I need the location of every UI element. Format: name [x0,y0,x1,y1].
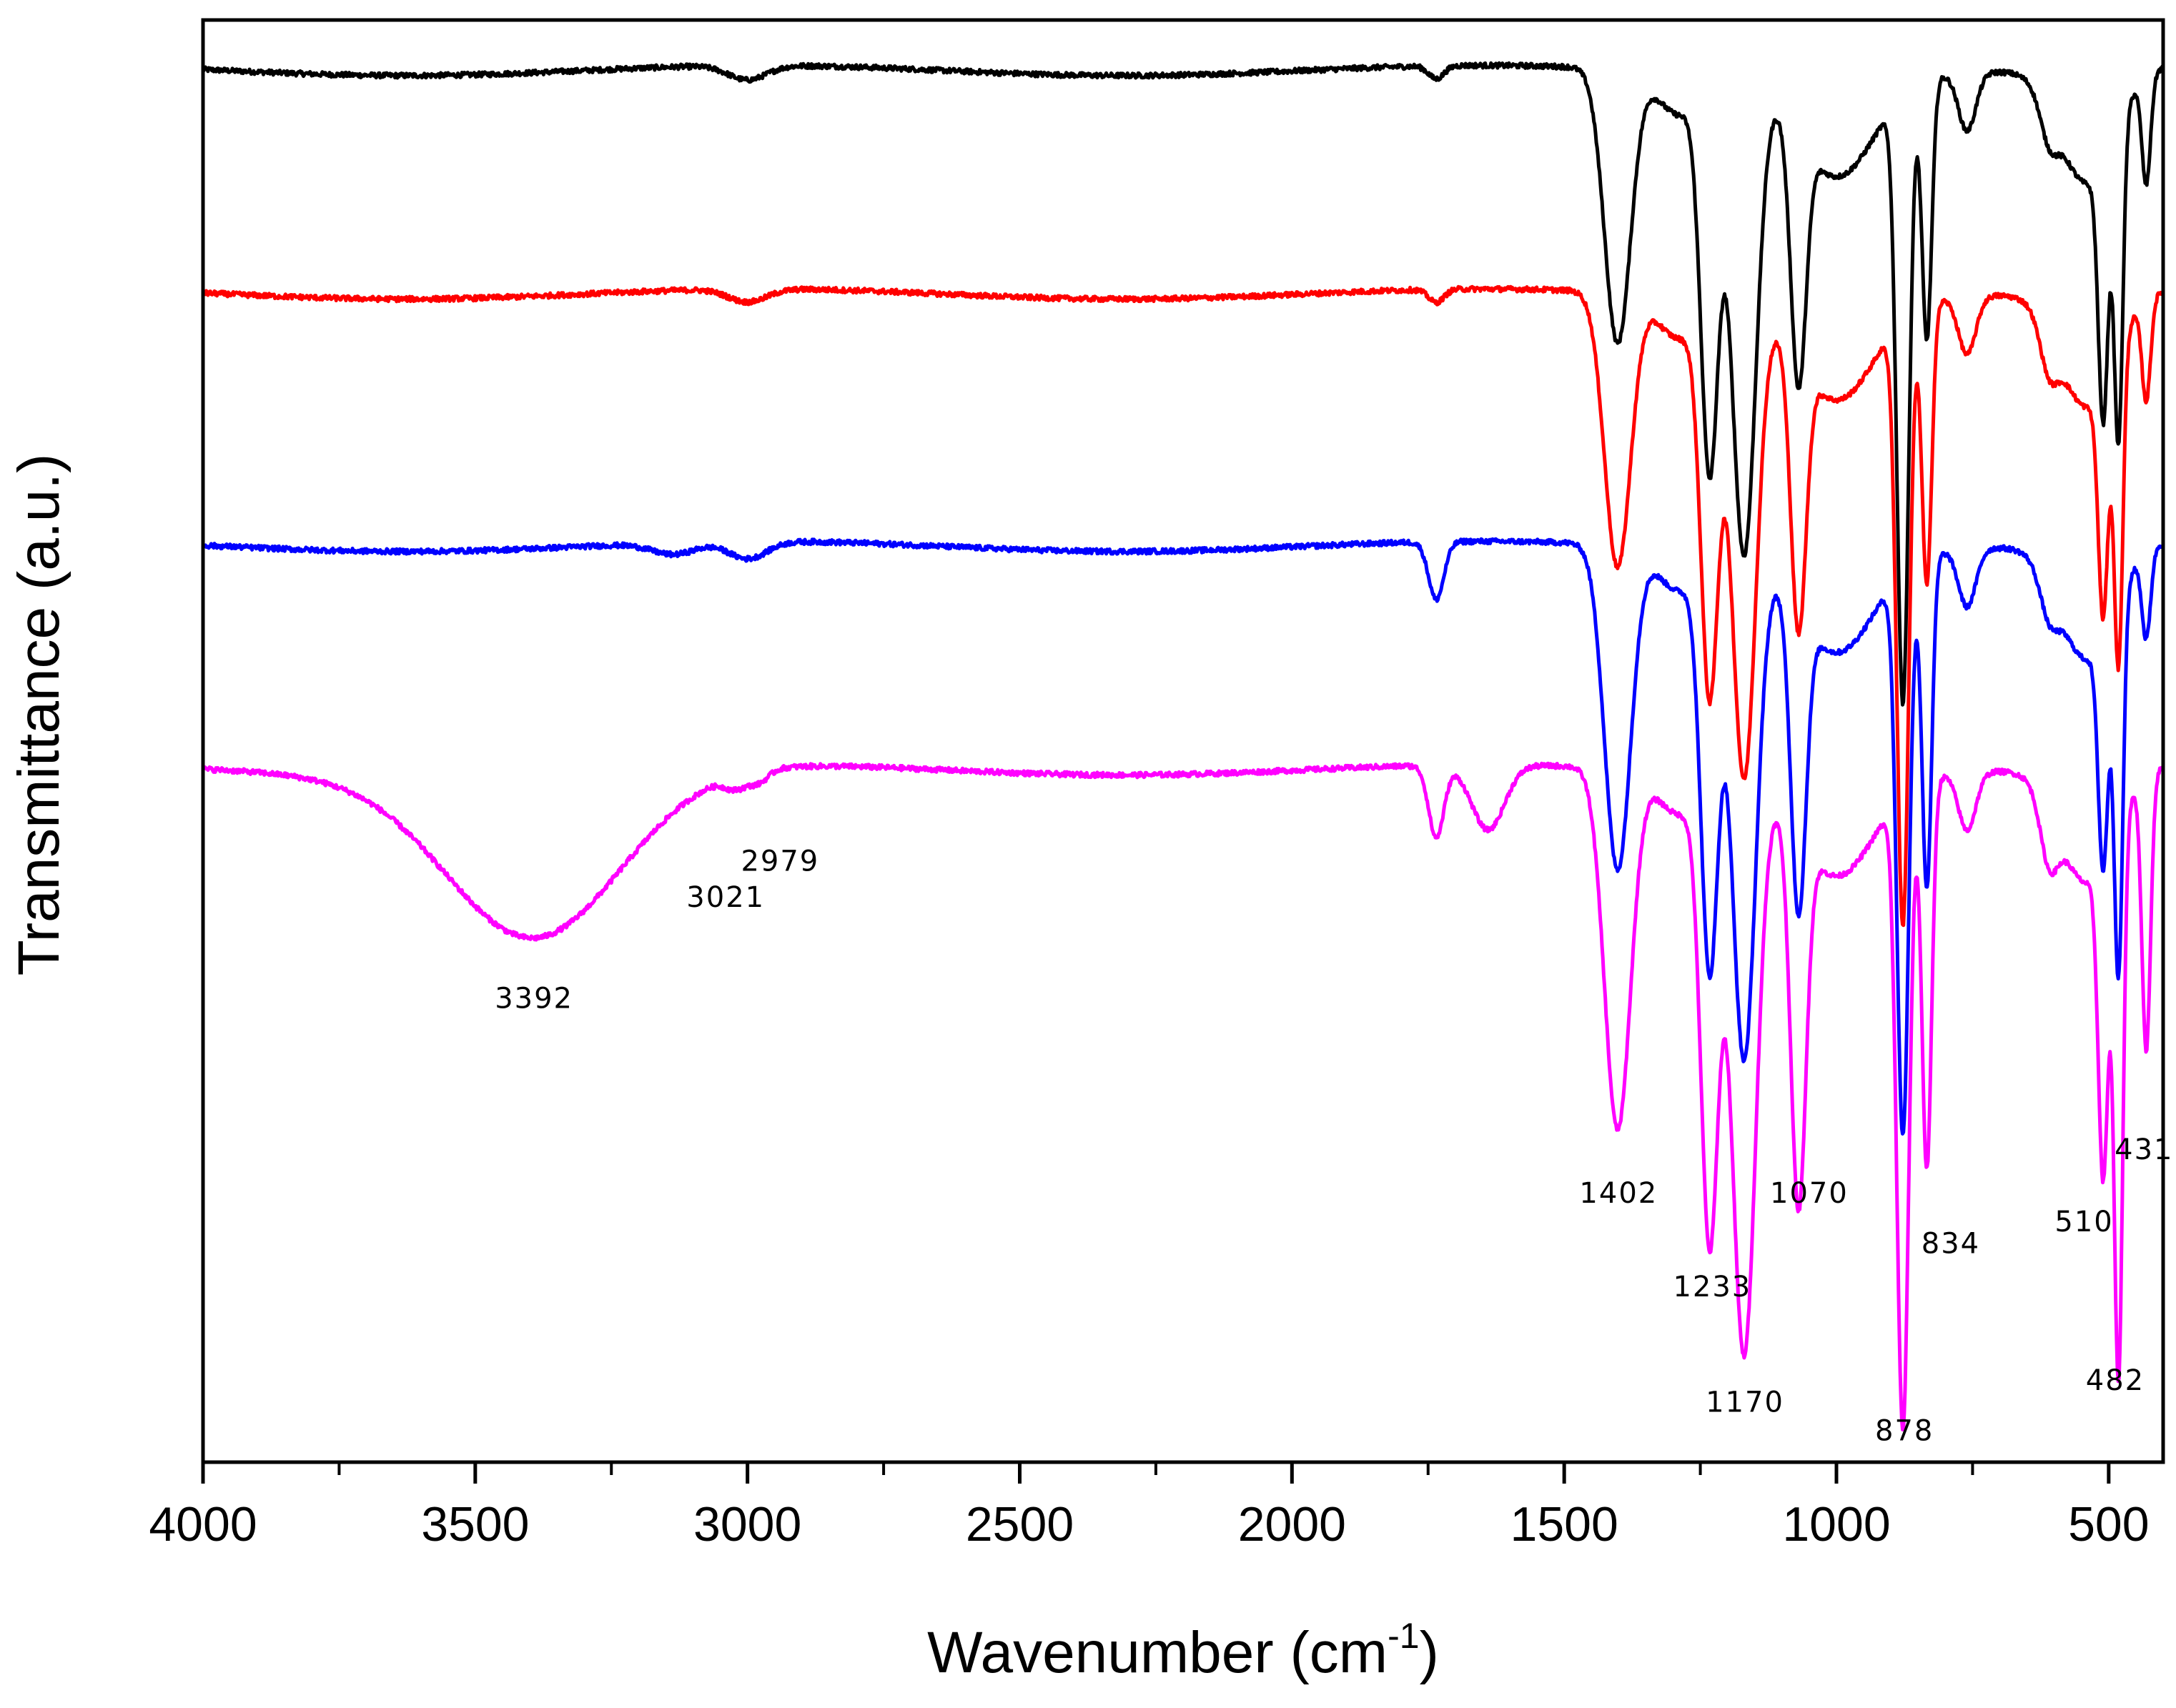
x-axis: 4000 3500 3000 2500 2000 1500 1000 500 [149,1462,2150,1551]
x-axis-title-superscript: -1 [1388,1616,1419,1656]
peak-label-1233: 1233 [1673,1271,1751,1304]
peak-label-2979: 2979 [741,845,819,878]
series-line-magenta [201,761,2165,1431]
x-axis-title-main: Wavenumber (cm [927,1620,1388,1685]
series-layer [201,61,2165,1431]
series-line-red [202,284,2165,928]
series-line-black [201,61,2165,707]
peak-label-1170: 1170 [1706,1386,1784,1419]
x-tick-label: 1500 [1510,1497,1618,1551]
peak-label-482: 482 [2086,1364,2145,1397]
peak-label-3021: 3021 [686,881,765,914]
peak-label-3392: 3392 [495,982,573,1015]
x-tick-label: 4000 [149,1497,257,1551]
peak-label-834: 834 [1922,1227,1980,1260]
peak-label-1402: 1402 [1579,1177,1658,1210]
x-axis-title-suffix: ) [1420,1620,1439,1685]
x-tick-label: 2500 [966,1497,1074,1551]
peak-label-1070: 1070 [1770,1177,1849,1210]
peak-label-431: 431 [2115,1133,2173,1166]
x-tick-label: 2000 [1238,1497,1346,1551]
plot-frame [201,18,2165,1464]
y-axis-title: Transmittance (a.u.) [6,454,71,976]
x-axis-title: Wavenumber (cm-1) [927,1616,1439,1685]
x-tick-label: 1000 [1782,1497,1890,1551]
x-tick-label: 3500 [421,1497,529,1551]
peak-label-510: 510 [2054,1206,2113,1238]
series-line-blue [201,537,2165,1136]
x-tick-label: 3000 [693,1497,801,1551]
peak-label-878: 878 [1875,1415,1934,1448]
x-tick-label: 500 [2068,1497,2149,1551]
